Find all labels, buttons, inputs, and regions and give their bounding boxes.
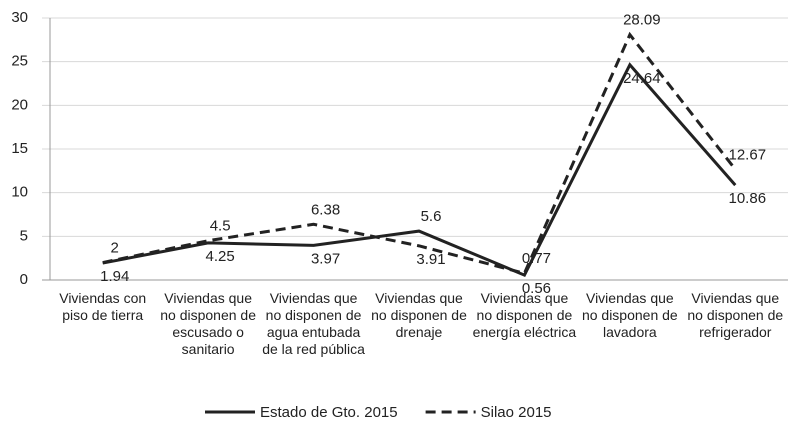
data-label: 28.09 (623, 12, 661, 29)
series-line (102, 62, 737, 278)
data-label: 24.64 (623, 70, 661, 87)
y-tick-label: 10 (11, 184, 28, 201)
legend-label: Estado de Gto. 2015 (260, 404, 398, 421)
x-tick-label: Viviendas que no disponen de energía elé… (472, 290, 577, 340)
data-label: 2 (111, 240, 119, 257)
data-label: 4.5 (210, 218, 231, 235)
y-tick-label: 5 (20, 227, 28, 244)
data-label: 4.25 (206, 248, 235, 265)
data-label: 1.94 (100, 268, 129, 285)
y-tick-label: 20 (11, 96, 28, 113)
x-tick-label: Viviendas que no disponen de lavadora (581, 290, 678, 340)
x-tick-label: Viviendas que no disponen de drenaje (371, 290, 467, 340)
x-tick-label: Viviendas que no disponen de escusado o … (160, 290, 257, 357)
x-tick-label: Viviendas con piso de tierra (59, 290, 147, 323)
x-tick-label: Viviendas que no disponen de refrigerado… (687, 290, 784, 340)
data-label: 3.97 (311, 250, 340, 267)
data-label: 5.6 (421, 208, 442, 225)
data-label: 0.77 (522, 250, 551, 267)
data-label: 0.56 (522, 280, 551, 297)
data-label: 6.38 (311, 201, 340, 218)
data-label: 10.86 (729, 190, 767, 207)
data-label: 3.91 (416, 251, 445, 268)
data-label: 12.67 (729, 146, 767, 163)
y-tick-label: 0 (20, 271, 28, 288)
y-tick-label: 25 (11, 53, 28, 70)
x-tick-label: Viviendas que no disponen de agua entuba… (262, 290, 365, 357)
y-tick-label: 30 (11, 9, 28, 26)
legend-label: Silao 2015 (481, 404, 552, 421)
y-tick-label: 15 (11, 140, 28, 157)
series-line (102, 31, 737, 276)
